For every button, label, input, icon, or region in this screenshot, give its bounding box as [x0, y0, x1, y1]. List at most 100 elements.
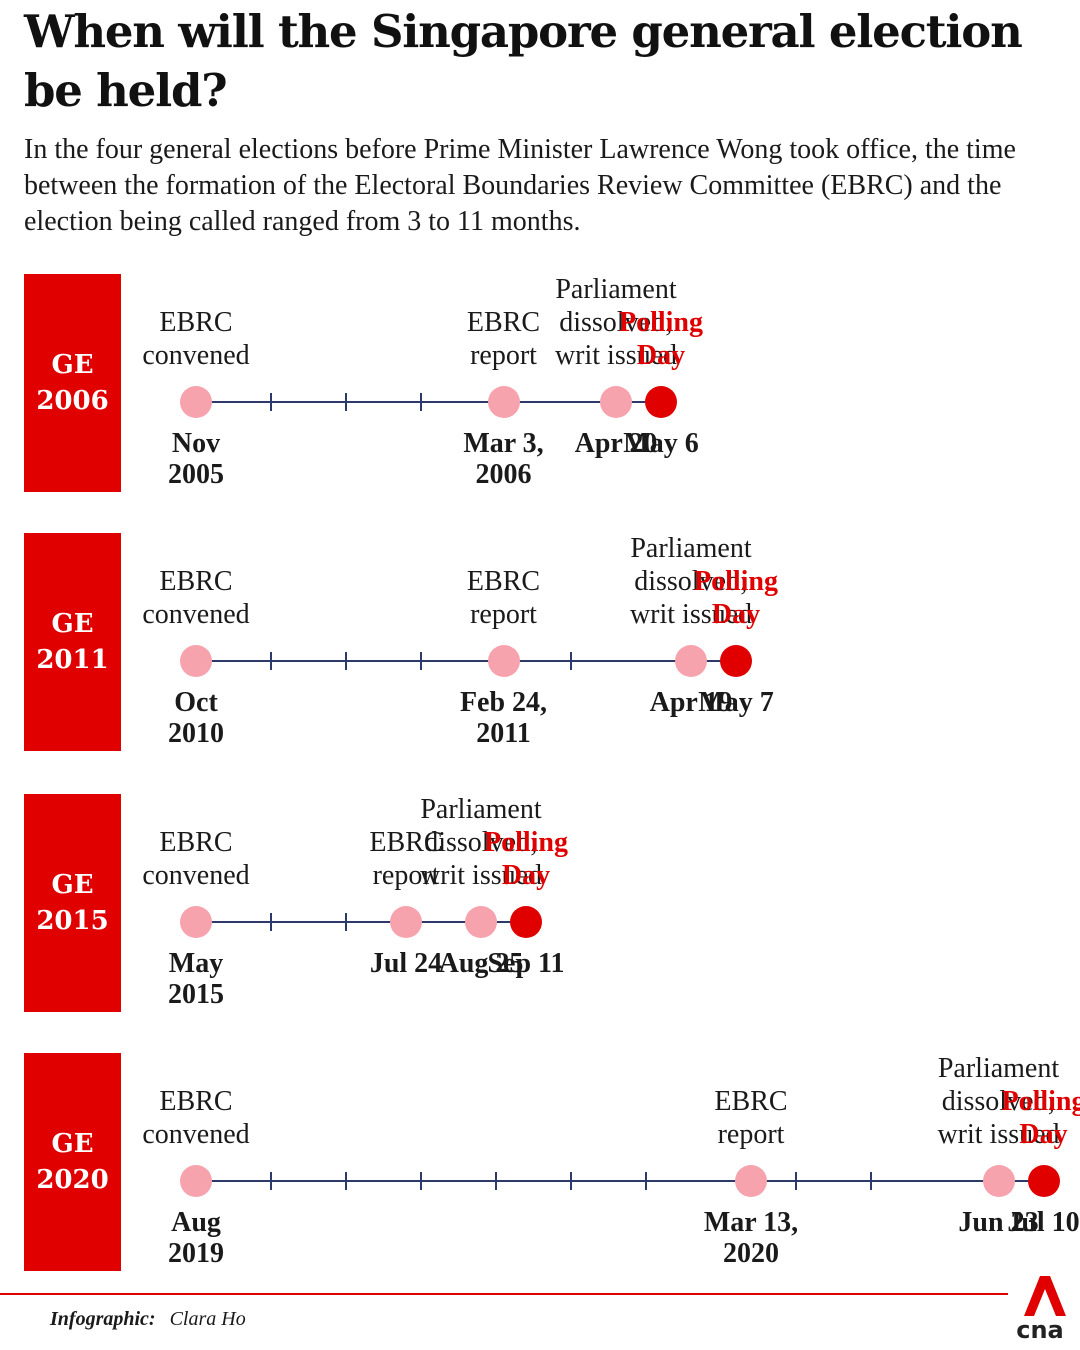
event-date-line: 2020 — [723, 1238, 779, 1269]
event-label-line: Day — [711, 599, 761, 630]
badge-text: 2020 — [36, 1165, 109, 1195]
event-label: Polling Day — [944, 1085, 1080, 1151]
milestone-marker — [180, 906, 212, 938]
event-date-line: Jun 23 — [958, 1207, 1039, 1238]
event-label: Parliament dissolved; writ issued — [381, 793, 581, 892]
event-date-line: Sep 11 — [487, 948, 565, 979]
event-label-line: Polling — [1001, 1086, 1080, 1117]
event-date-line: Apr 20 — [574, 428, 658, 459]
svg-text:cna: cna — [1016, 1316, 1064, 1344]
event-label: Parliament dissolved; writ issued — [899, 1052, 1080, 1151]
event-date-line: 2015 — [168, 979, 224, 1010]
event-label-line: report — [372, 860, 440, 891]
event-label-line: convened — [142, 860, 250, 891]
polling-day-marker — [645, 386, 677, 418]
event-label: EBRC report — [404, 565, 604, 631]
event-label-line: convened — [142, 340, 250, 371]
event-label-line: Parliament — [630, 533, 752, 564]
event-date: Feb 24, 2011 — [404, 687, 604, 749]
event-date: Jun 23 — [899, 1207, 1080, 1238]
badge-text: 2015 — [36, 906, 109, 936]
event-label-line: report — [470, 340, 537, 371]
milestone-marker — [180, 386, 212, 418]
event-label: EBRC convened — [96, 826, 296, 892]
milestone-marker — [600, 386, 632, 418]
event-label-line: EBRC — [159, 307, 233, 338]
event-date-line: Apr 19 — [649, 687, 733, 718]
timeline-panel: GE 2006 EBRC convened Nov 2005 EBRC report Mar 3… — [0, 274, 1080, 492]
election-badge: GE 2011 — [24, 533, 121, 751]
event-date: Apr 19 — [591, 687, 791, 718]
event-label-line: Polling — [483, 827, 568, 858]
event-label-line: EBRC — [159, 1086, 233, 1117]
event-label-line: EBRC — [159, 566, 233, 597]
event-label: EBRC report — [306, 826, 506, 892]
timeline-panel: GE 2011 EBRC convened Oct 2010 EBRC report Feb 2… — [0, 533, 1080, 751]
event-date-line: Mar 13, — [703, 1207, 799, 1238]
month-tick — [420, 652, 422, 670]
event-label-line: Polling — [693, 566, 778, 597]
credit-name: Clara Ho — [169, 1308, 246, 1330]
credit: Infographic: Clara Ho — [50, 1308, 246, 1331]
event-label: EBRC report — [651, 1085, 851, 1151]
event-label-line: EBRC — [466, 307, 541, 338]
polling-day-marker — [720, 645, 752, 677]
timeline-axis — [196, 921, 526, 923]
event-date-line: Jul 10 — [1007, 1207, 1080, 1238]
milestone-marker — [487, 386, 520, 418]
event-date: Apr 20 — [516, 428, 716, 459]
month-tick — [420, 393, 422, 411]
badge-text: 2006 — [36, 386, 109, 416]
month-tick — [270, 393, 272, 411]
milestone-marker — [982, 1165, 1015, 1197]
polling-day-marker — [510, 906, 542, 938]
event-label: Polling Day — [561, 306, 761, 372]
event-label-line: EBRC — [714, 1086, 788, 1117]
event-label-line: Parliament — [555, 274, 677, 305]
milestone-marker — [675, 645, 707, 677]
event-label-line: Polling — [618, 307, 703, 338]
election-badge: GE 2015 — [24, 794, 121, 1012]
month-tick — [345, 913, 347, 931]
event-date-line: Aug 25 — [438, 948, 524, 979]
page-title: When will the Singapore general election… — [24, 5, 1023, 117]
event-date: May 7 — [636, 687, 836, 718]
event-label: Polling Day — [426, 826, 626, 892]
badge-text: 2011 — [36, 645, 109, 675]
event-label-line: report — [470, 599, 537, 630]
month-tick — [570, 1172, 572, 1190]
event-label: Parliament dissolved; writ issued — [516, 273, 716, 372]
event-label-line: convened — [142, 599, 250, 630]
event-label-line: convened — [142, 1119, 250, 1150]
event-date: May 6 — [561, 428, 761, 459]
month-tick — [270, 1172, 272, 1190]
page-subtitle: In the four general elections before Pri… — [24, 134, 1016, 237]
event-label-line: writ issued — [554, 340, 678, 371]
timeline-panel: GE 2020 EBRC convened Aug 2019 EBRC report Mar 1… — [0, 1053, 1080, 1271]
event-date: May 2015 — [96, 948, 296, 1010]
event-date-line: Mar 3, — [463, 428, 544, 459]
event-date: Aug 25 — [381, 948, 581, 979]
event-date-line: May — [168, 948, 224, 979]
polling-day-marker — [1027, 1165, 1060, 1197]
event-label-line: Day — [636, 340, 686, 371]
month-tick — [345, 1172, 347, 1190]
event-label-line: Parliament — [937, 1053, 1060, 1084]
milestone-marker — [180, 1165, 212, 1197]
badge-text: GE — [51, 609, 94, 639]
event-label-line: Parliament — [420, 794, 542, 825]
badge-text: GE — [51, 350, 94, 380]
month-tick — [795, 1172, 797, 1190]
month-tick — [495, 1172, 497, 1190]
milestone-marker — [390, 906, 422, 938]
event-label-line: dissolved; — [941, 1086, 1056, 1117]
event-label-line: Day — [1019, 1119, 1068, 1150]
event-date: Jul 10 — [944, 1207, 1080, 1238]
event-label-line: dissolved; — [559, 307, 673, 338]
event-label-line: EBRC — [369, 827, 443, 858]
event-date: Oct 2010 — [96, 687, 296, 749]
event-label-line: writ issued — [629, 599, 753, 630]
event-date-line: 2010 — [168, 718, 224, 749]
event-date-line: 2005 — [168, 459, 224, 490]
month-tick — [345, 652, 347, 670]
